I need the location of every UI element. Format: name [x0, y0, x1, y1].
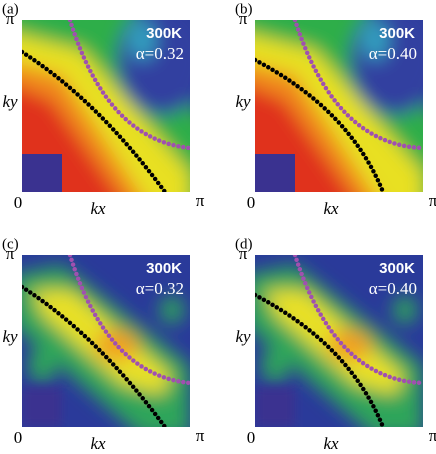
x-label: kx [90, 199, 106, 218]
x-label: kx [90, 434, 106, 453]
heatmap [255, 255, 423, 427]
curve-black [22, 284, 168, 427]
x-label: kx [323, 434, 339, 453]
panel-label: (c) [2, 236, 19, 252]
y-label: ky [2, 327, 18, 346]
panel-label: (d) [235, 236, 253, 252]
heatmap-blobs [22, 265, 190, 427]
y-end: π [6, 244, 15, 263]
orange [328, 329, 372, 361]
origin: 0 [14, 428, 23, 447]
curve-magenta [67, 255, 190, 386]
corner-square [255, 387, 295, 427]
heatmap [22, 20, 190, 192]
alpha: α=0.32 [136, 279, 184, 298]
corner-square [255, 154, 295, 192]
curve-black [255, 57, 386, 192]
panel-label: (a) [2, 1, 19, 17]
heatmap [255, 20, 423, 192]
origin: 0 [14, 193, 23, 212]
heatmap [22, 255, 190, 427]
curve-magenta [67, 20, 190, 151]
x-end: π [429, 426, 436, 445]
heatmap-blobs [22, 20, 190, 192]
temperature: 300K [379, 260, 415, 277]
y-label: ky [2, 92, 18, 111]
y-end: π [239, 9, 248, 28]
origin: 0 [247, 428, 256, 447]
y-label: ky [235, 92, 251, 111]
green-blob [393, 296, 417, 324]
x-end: π [429, 191, 436, 210]
cyan [128, 20, 156, 60]
green-blob [28, 347, 56, 383]
alpha: α=0.40 [369, 279, 417, 298]
curve-black [22, 49, 168, 192]
panel-label: (b) [235, 1, 253, 17]
y-label: ky [235, 327, 251, 346]
alpha: α=0.40 [369, 44, 417, 63]
x-end: π [196, 191, 205, 210]
temperature: 300K [379, 25, 415, 42]
curve-magenta [292, 255, 423, 386]
x-label: kx [323, 199, 339, 218]
temperature: 300K [146, 25, 182, 42]
curve-black [255, 292, 386, 427]
temperature: 300K [146, 260, 182, 277]
green-blob [160, 296, 184, 324]
green-blob [261, 347, 289, 383]
curve-magenta [292, 20, 423, 151]
origin: 0 [247, 193, 256, 212]
alpha: α=0.32 [136, 44, 184, 63]
corner-square [22, 154, 62, 192]
y-end: π [239, 244, 248, 263]
cyan [361, 20, 389, 60]
x-end: π [196, 426, 205, 445]
y-end: π [6, 9, 15, 28]
corner-square [22, 387, 62, 427]
